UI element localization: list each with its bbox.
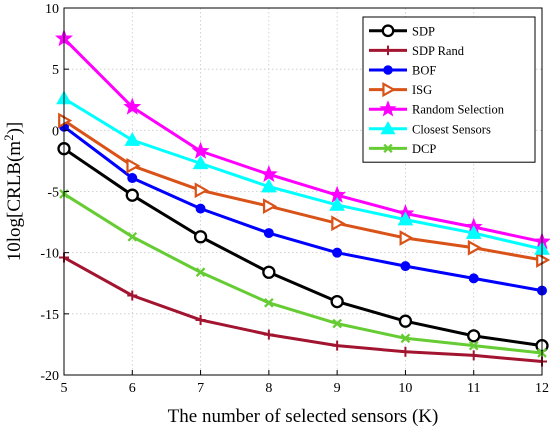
y-tick-label: -15: [40, 308, 59, 323]
data-point: [332, 318, 342, 329]
data-point: [383, 45, 393, 56]
legend-label: BOF: [412, 64, 436, 78]
data-point: [397, 211, 414, 226]
data-point: [58, 112, 73, 129]
y-tick-label: 10: [45, 2, 59, 17]
legend: SDP SDP Rand BOF ISG Random Selection Closest…: [362, 16, 536, 163]
data-point: [383, 65, 393, 75]
y-axis-label: 10log[CRLB(m2)]: [1, 122, 25, 262]
series-dcp: [59, 189, 547, 358]
data-point: [262, 198, 278, 215]
data-point: [467, 329, 481, 343]
series-line: [62, 37, 543, 244]
x-tick-label: 5: [61, 381, 68, 396]
data-point: [195, 314, 206, 325]
data-point: [126, 157, 141, 174]
series-closest-sensors: [56, 90, 550, 255]
series-layer: [55, 29, 550, 367]
data-point: [332, 247, 343, 258]
x-axis-label: The number of selected sensors (K): [168, 406, 439, 427]
legend-label: Closest Sensors: [412, 122, 491, 136]
data-point: [192, 155, 209, 170]
data-point: [329, 196, 346, 211]
data-point: [399, 230, 414, 246]
data-point: [400, 346, 411, 357]
data-point: [400, 261, 411, 272]
data-point: [379, 100, 397, 117]
series-sdp: [57, 142, 549, 353]
x-tick-label: 7: [197, 381, 204, 396]
data-point: [467, 239, 482, 256]
data-point: [194, 182, 209, 199]
data-point: [127, 173, 138, 184]
data-point: [127, 231, 138, 242]
series-sdp-rand: [59, 252, 547, 367]
data-point: [124, 132, 141, 146]
data-point: [468, 273, 479, 284]
tick-labels: 5 6 7 8 9 10 11 12 10 5 0 -5 -10 -15 -20: [40, 2, 549, 396]
data-point: [191, 141, 210, 159]
data-point: [330, 294, 344, 309]
x-tick-label: 11: [467, 381, 480, 396]
y-tick-label: 5: [52, 63, 59, 78]
data-point: [468, 350, 479, 361]
series-line: [63, 119, 543, 262]
data-point: [123, 97, 142, 115]
data-point: [400, 333, 411, 344]
y-tick-label: -20: [40, 369, 59, 384]
legend-label: Random Selection: [412, 103, 505, 117]
data-point: [193, 230, 208, 244]
legend-item: DCP: [369, 142, 436, 156]
y-tick-label: 0: [52, 124, 59, 139]
data-point: [468, 340, 479, 351]
series-line: [63, 192, 543, 355]
legend-label: SDP: [412, 24, 435, 38]
data-point: [264, 298, 274, 308]
data-point: [536, 252, 550, 268]
data-point: [195, 203, 206, 214]
x-tick-label: 9: [334, 381, 341, 396]
x-tick-label: 10: [398, 381, 412, 396]
data-point: [381, 24, 395, 38]
data-point: [332, 340, 343, 351]
legend-item: SDP: [369, 24, 435, 38]
data-point: [331, 215, 346, 232]
series-line: [63, 147, 543, 348]
data-point: [398, 314, 413, 328]
legend-item: Random Selection: [369, 100, 505, 117]
x-tick-label: 12: [535, 381, 549, 396]
data-point: [382, 82, 396, 98]
x-tick-label: 6: [129, 381, 136, 396]
series-line: [63, 97, 543, 251]
data-point: [125, 188, 139, 202]
data-point: [195, 267, 206, 278]
y-tick-label: -10: [40, 247, 59, 262]
y-tick-label: -5: [47, 186, 59, 201]
data-point: [263, 228, 274, 239]
data-point: [383, 143, 393, 154]
data-point: [380, 121, 396, 135]
legend-label: SDP Rand: [412, 44, 465, 58]
legend-item: SDP Rand: [369, 44, 465, 58]
legend-item: ISG: [369, 82, 432, 98]
legend-label: ISG: [412, 83, 432, 97]
series-line: [63, 256, 543, 364]
data-point: [260, 178, 277, 193]
x-tick-label: 8: [265, 381, 272, 396]
data-point: [263, 329, 274, 340]
series-line: [63, 125, 543, 293]
data-point: [262, 265, 276, 279]
legend-item: Closest Sensors: [369, 121, 491, 136]
data-point: [259, 164, 278, 182]
legend-label: DCP: [412, 142, 436, 156]
data-point: [465, 225, 482, 239]
series-isg: [58, 112, 550, 268]
data-point: [127, 290, 138, 301]
legend-item: BOF: [369, 64, 436, 78]
